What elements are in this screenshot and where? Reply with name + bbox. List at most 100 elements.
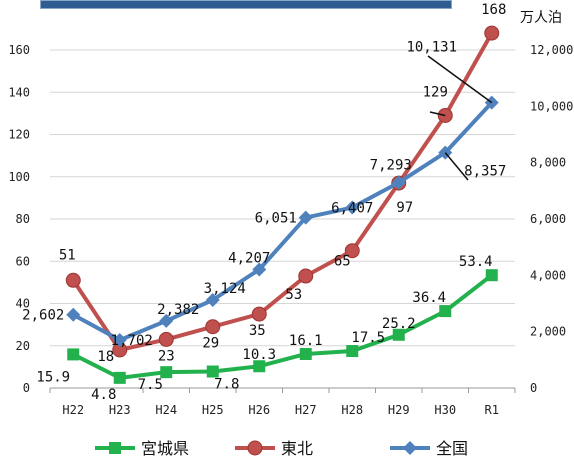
data-label: 65: [334, 254, 351, 270]
data-label: 6,407: [331, 201, 373, 217]
y-left-tick-label: 40: [16, 297, 30, 311]
data-point-宮城県: [346, 345, 359, 358]
legend-marker-全国: [403, 441, 417, 455]
y-left-tick-label: 80: [16, 212, 30, 226]
data-label: 2,602: [22, 308, 64, 324]
data-point-東北: [298, 268, 314, 284]
x-tick-label: H29: [388, 403, 410, 417]
data-label: 16.1: [289, 333, 323, 349]
header-banner: [40, 0, 452, 9]
series-line-全国: [72, 101, 494, 343]
data-point-宮城県: [67, 348, 80, 361]
data-point-宮城県: [113, 371, 126, 384]
data-point-東北: [251, 306, 267, 322]
data-point-東北: [158, 331, 174, 347]
data-point-全国: [205, 293, 220, 308]
legend-marker-東北: [247, 440, 263, 456]
data-label: 168: [481, 2, 506, 18]
data-label: 7.5: [138, 377, 163, 393]
data-point-宮城県: [485, 269, 498, 282]
x-tick-label: H26: [248, 403, 270, 417]
data-point-東北: [205, 319, 221, 335]
data-point-全国: [159, 313, 174, 328]
leader-line: [444, 152, 469, 181]
data-label: 53: [285, 287, 302, 303]
legend-marker-宮城県: [109, 442, 121, 454]
data-point-宮城県: [392, 328, 405, 341]
data-label: 2,382: [157, 302, 199, 318]
x-tick-label: H23: [109, 403, 131, 417]
y-right-tick-label: 2,000: [530, 325, 566, 339]
series-line-宮城県: [72, 273, 493, 380]
y-left-tick-label: 20: [16, 339, 30, 353]
y-right-tick-label: 0: [530, 381, 537, 395]
data-label: 15.9: [36, 369, 70, 385]
y-right-tick-label: 8,000: [530, 156, 566, 170]
data-point-宮城県: [439, 305, 452, 318]
data-label: 8,357: [464, 164, 506, 180]
data-point-東北: [484, 25, 500, 41]
data-point-全国: [391, 175, 406, 190]
y-left-tick-label: 0: [23, 381, 30, 395]
data-label: 53.4: [459, 254, 493, 270]
data-point-全国: [298, 210, 313, 225]
data-point-全国: [345, 200, 360, 215]
leader-line: [427, 55, 493, 104]
data-label: 6,051: [255, 211, 297, 227]
x-tick-label: H25: [202, 403, 224, 417]
data-label: 25.2: [382, 316, 416, 332]
data-point-東北: [65, 272, 81, 288]
legend-label: 東北: [281, 439, 313, 458]
data-label: 23: [158, 348, 175, 364]
y-right-tick-label: 10,000: [530, 99, 573, 113]
y-left-tick-label: 60: [16, 254, 30, 268]
x-tick-label: R1: [485, 403, 499, 417]
y-right-tick-label: 12,000: [530, 43, 573, 57]
data-label: 1,702: [111, 333, 153, 349]
leader-line: [429, 111, 446, 117]
data-label: 4.8: [91, 387, 116, 403]
legend: 宮城県 東北 全国: [95, 439, 468, 458]
series-layer: [65, 25, 500, 384]
y-left-tick-label: 100: [8, 170, 30, 184]
y-right-tick-label: 4,000: [530, 268, 566, 282]
data-label: 3,124: [204, 281, 246, 297]
legend-label: 全国: [436, 439, 468, 458]
data-label: 36.4: [412, 290, 446, 306]
x-tick-label: H30: [434, 403, 456, 417]
x-tick-label: H22: [62, 403, 84, 417]
data-point-宮城県: [253, 360, 266, 373]
data-label: 10.3: [242, 347, 276, 363]
data-point-全国: [252, 262, 267, 277]
data-label: 97: [396, 200, 413, 216]
y-left-tick-label: 140: [8, 85, 30, 99]
legend-label: 宮城県: [141, 439, 189, 458]
data-labels: 15.9 4.8 7.5 7.810.3 16.1 17.525.2 36.4 53.4 51 1…: [22, 2, 506, 403]
data-label: 10,131: [406, 40, 457, 56]
data-label: 4,207: [228, 251, 270, 267]
data-point-全国: [66, 307, 81, 322]
y-right-unit-label: 万人泊: [520, 10, 562, 26]
data-label: 51: [59, 247, 76, 263]
y-left-tick-label: 120: [8, 128, 30, 142]
data-point-全国: [112, 333, 127, 348]
data-label: 35: [249, 323, 266, 339]
series-line-東北: [71, 32, 494, 352]
data-label: 29: [202, 336, 219, 352]
data-label: 7,293: [370, 158, 412, 174]
data-label: 17.5: [351, 330, 385, 346]
data-label: 129: [423, 84, 448, 100]
y-left-tick-label: 160: [8, 43, 30, 57]
x-tick-label: H27: [295, 403, 317, 417]
axes: 0 20 40 60 80 100 120 140 160 0 2,000 4,000 6,000 8,0…: [8, 10, 573, 417]
x-tick-label: H28: [341, 403, 363, 417]
data-point-宮城県: [206, 365, 219, 378]
data-point-宮城県: [160, 366, 173, 379]
data-label: 7.8: [214, 377, 239, 393]
data-label: 18: [97, 349, 114, 365]
data-point-宮城県: [299, 347, 312, 360]
y-right-tick-label: 6,000: [530, 212, 566, 226]
data-point-東北: [344, 243, 360, 259]
x-tick-label: H24: [155, 403, 177, 417]
